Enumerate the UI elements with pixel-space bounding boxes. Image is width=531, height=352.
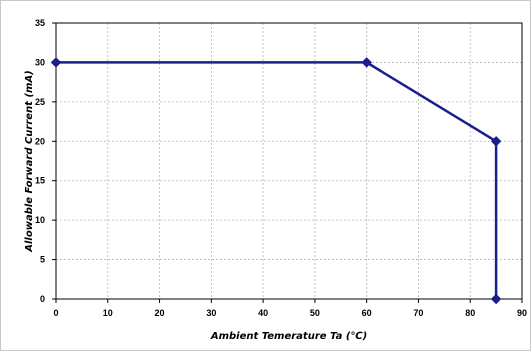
- x-tick-label: 10: [103, 308, 113, 318]
- plot-area-frame: [55, 22, 523, 300]
- series-line: [56, 61, 498, 299]
- y-tick-label: 5: [40, 255, 45, 265]
- x-tick-label: 60: [362, 308, 372, 318]
- x-axis-title: Ambient Temerature Ta (℃): [210, 331, 367, 342]
- y-tick-label: 10: [35, 215, 45, 225]
- y-tick-label: 15: [35, 176, 45, 186]
- x-tick-label: 50: [310, 308, 320, 318]
- series-layer: [50, 57, 502, 305]
- y-axis-title: Allowable Forward Current (mA): [24, 70, 35, 253]
- y-tick-label: 20: [35, 136, 45, 146]
- y-tick-label: 0: [40, 294, 45, 304]
- data-point-marker: [50, 57, 62, 68]
- x-tick-label: 30: [206, 308, 216, 318]
- axis-ticks: 0 10 20 30 40 50 60 70 80 90 0 5 10 15 20 25 30 35: [35, 18, 527, 318]
- data-point-marker: [490, 136, 502, 147]
- x-tick-label: 0: [53, 308, 58, 318]
- x-tick-label: 20: [155, 308, 165, 318]
- grid-lines: [56, 23, 522, 299]
- x-tick-label: 70: [413, 308, 423, 318]
- data-point-marker: [361, 57, 372, 68]
- y-tick-label: 30: [35, 57, 45, 67]
- y-tick-label: 35: [35, 18, 45, 28]
- y-tick-label: 25: [35, 97, 45, 107]
- x-tick-label: 80: [465, 308, 475, 318]
- data-point-marker: [490, 293, 502, 305]
- x-tick-label: 90: [517, 308, 527, 318]
- x-tick-label: 40: [258, 308, 268, 318]
